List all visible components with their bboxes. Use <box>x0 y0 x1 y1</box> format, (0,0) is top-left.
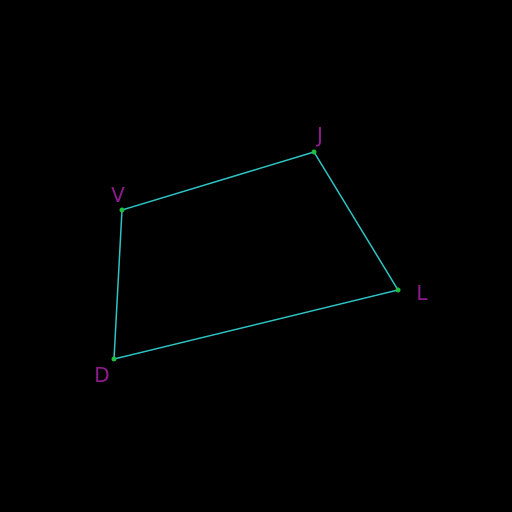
vertex-v <box>119 207 125 213</box>
edge-d-v <box>113 209 123 360</box>
vertices <box>111 149 401 362</box>
vertex-j <box>311 149 317 155</box>
vertex-d <box>111 356 117 362</box>
edge-v-j <box>121 151 315 211</box>
vertex-l <box>395 287 401 293</box>
edges <box>113 151 399 360</box>
vertex-labels: J L D V <box>94 123 428 387</box>
vertex-label-j: J <box>315 123 323 147</box>
vertex-label-v: V <box>111 183 125 207</box>
vertex-label-l: L <box>416 281 428 305</box>
edge-l-d <box>113 289 399 360</box>
vertex-label-d: D <box>94 363 109 387</box>
edge-j-l <box>313 151 399 291</box>
